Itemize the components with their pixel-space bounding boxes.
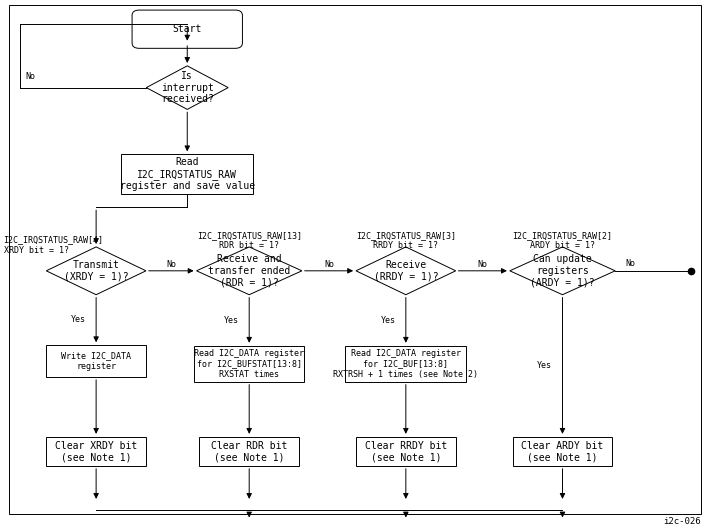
Text: Receive and
transfer ended
(RDR = 1)?: Receive and transfer ended (RDR = 1)? <box>208 254 290 287</box>
Bar <box>46 345 146 377</box>
Text: I2C_IRQSTATUS_RAW[2]
ARDY bit = 1?: I2C_IRQSTATUS_RAW[2] ARDY bit = 1? <box>513 231 612 250</box>
Polygon shape <box>356 247 456 295</box>
Text: Yes: Yes <box>380 316 396 324</box>
Text: Can update
registers
(ARDY = 1)?: Can update registers (ARDY = 1)? <box>530 254 595 287</box>
Bar <box>46 436 146 466</box>
Polygon shape <box>46 247 146 295</box>
Text: Clear XRDY bit
(see Note 1): Clear XRDY bit (see Note 1) <box>55 441 137 462</box>
Polygon shape <box>147 66 228 109</box>
Text: I2C_IRQSTATUS_RAW[4]
XRDY bit = 1?: I2C_IRQSTATUS_RAW[4] XRDY bit = 1? <box>4 236 103 255</box>
Text: Yes: Yes <box>537 361 553 370</box>
Text: Read I2C_DATA register
for I2C_BUFSTAT[13:8]
RXSTAT times: Read I2C_DATA register for I2C_BUFSTAT[1… <box>194 349 304 379</box>
Bar <box>199 436 299 466</box>
Bar <box>356 436 456 466</box>
Bar <box>345 346 466 382</box>
Bar <box>513 436 612 466</box>
Text: I2C_IRQSTATUS_RAW[13]
RDR bit = 1?: I2C_IRQSTATUS_RAW[13] RDR bit = 1? <box>197 231 302 250</box>
Text: No: No <box>324 260 334 269</box>
Text: No: No <box>25 73 35 81</box>
Polygon shape <box>197 247 302 295</box>
Text: Clear ARDY bit
(see Note 1): Clear ARDY bit (see Note 1) <box>521 441 604 462</box>
Text: Write I2C_DATA
register: Write I2C_DATA register <box>61 352 131 371</box>
Bar <box>194 346 305 382</box>
Text: Transmit
(XRDY = 1)?: Transmit (XRDY = 1)? <box>64 260 128 281</box>
Text: Receive
(RRDY = 1)?: Receive (RRDY = 1)? <box>374 260 438 281</box>
Text: Yes: Yes <box>70 315 86 324</box>
Text: Read I2C_DATA register
for I2C_BUF[13:8]
RXTRSH + 1 times (see Note 2): Read I2C_DATA register for I2C_BUF[13:8]… <box>333 349 478 379</box>
Text: Read
I2C_IRQSTATUS_RAW
register and save value: Read I2C_IRQSTATUS_RAW register and save… <box>120 157 255 191</box>
Text: I2C_IRQSTATUS_RAW[3]
RRDY bit = 1?: I2C_IRQSTATUS_RAW[3] RRDY bit = 1? <box>356 231 456 250</box>
Text: Yes: Yes <box>224 316 239 324</box>
Text: No: No <box>478 260 488 269</box>
Text: Clear RRDY bit
(see Note 1): Clear RRDY bit (see Note 1) <box>365 441 447 462</box>
Polygon shape <box>510 247 615 295</box>
Text: Start: Start <box>172 24 202 34</box>
Text: i2c-026: i2c-026 <box>664 517 701 526</box>
FancyBboxPatch shape <box>132 10 242 48</box>
Text: No: No <box>626 260 636 268</box>
Text: Clear RDR bit
(see Note 1): Clear RDR bit (see Note 1) <box>211 441 288 462</box>
Bar <box>121 154 253 194</box>
Text: No: No <box>166 260 177 269</box>
Text: Is
interrupt
received?: Is interrupt received? <box>161 71 214 104</box>
